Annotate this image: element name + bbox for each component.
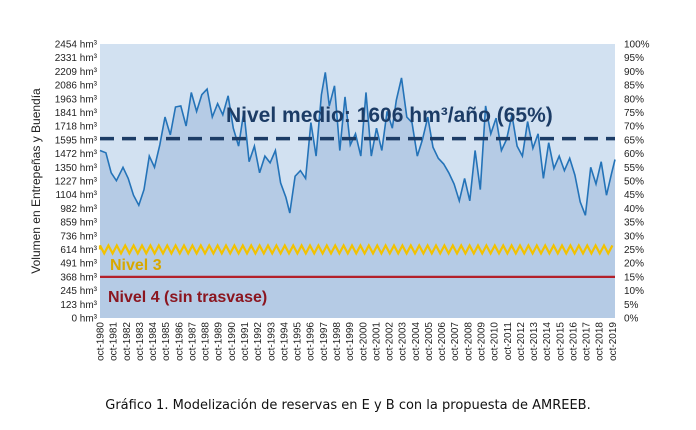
y-tick-left: 1718 hm³ <box>55 122 98 133</box>
x-tick-label: oct-2013 <box>529 322 540 361</box>
x-tick-label: oct-1988 <box>201 322 212 361</box>
y-tick-left: 1227 hm³ <box>55 177 98 188</box>
y-tick-left: 0 hm³ <box>71 314 97 325</box>
y-tick-left: 1595 hm³ <box>55 135 98 146</box>
x-tick-label: oct-2011 <box>503 322 514 361</box>
x-tick-label: oct-1995 <box>293 322 304 361</box>
y-tick-right: 100% <box>624 40 650 51</box>
x-tick-label: oct-2001 <box>371 322 382 361</box>
y-tick-left: 736 hm³ <box>60 231 97 242</box>
x-tick-label: oct-1983 <box>135 322 146 361</box>
y-tick-right: 85% <box>624 81 644 92</box>
x-tick-label: oct-1981 <box>109 322 120 361</box>
area-layer <box>100 72 615 319</box>
figure-caption: Gráfico 1. Modelización de reservas en E… <box>105 398 591 413</box>
x-tick-label: oct-2015 <box>555 322 566 361</box>
y-tick-right: 20% <box>624 259 644 270</box>
y-tick-left: 1841 hm³ <box>55 108 98 119</box>
y-tick-right: 90% <box>624 67 644 78</box>
x-tick-label: oct-1992 <box>253 322 264 361</box>
y-tick-left: 859 hm³ <box>60 218 97 229</box>
y-tick-left: 2209 hm³ <box>55 67 98 78</box>
y-tick-right: 50% <box>624 177 644 188</box>
y-tick-right: 0% <box>624 314 639 325</box>
x-tick-label: oct-2004 <box>411 322 422 361</box>
y-tick-left: 1963 hm³ <box>55 94 98 105</box>
x-tick-label: oct-1987 <box>188 322 199 361</box>
x-tick-label: oct-2002 <box>385 322 396 361</box>
y-tick-left: 2454 hm³ <box>55 40 98 51</box>
x-tick-label: oct-1998 <box>332 322 343 361</box>
x-axis: oct-1980 oct-1981 oct-1982 oct-1983 oct-1984… <box>96 322 619 361</box>
x-tick-label: oct-1990 <box>227 322 238 361</box>
x-tick-label: oct-1986 <box>174 322 185 361</box>
x-tick-label: oct-1993 <box>266 322 277 361</box>
y-tick-left: 2331 hm³ <box>55 53 98 64</box>
x-tick-label: oct-2016 <box>569 322 580 361</box>
y-axis-left: 0 hm³ 123 hm³ 245 hm³ 368 hm³ 491 hm³ 614 hm³… <box>55 40 98 325</box>
x-tick-label: oct-1984 <box>148 322 159 361</box>
y-tick-left: 245 hm³ <box>60 286 97 297</box>
chart: 0 hm³ 123 hm³ 245 hm³ 368 hm³ 491 hm³ 614 hm³… <box>29 40 650 361</box>
y-tick-right: 5% <box>624 300 639 311</box>
series-line <box>99 72 616 216</box>
x-tick-label: oct-2006 <box>437 322 448 361</box>
x-tick-label: oct-1985 <box>161 322 172 361</box>
y-tick-right: 35% <box>624 218 644 229</box>
x-tick-label: oct-1980 <box>96 322 107 361</box>
nivel-3-label: Nivel 3 <box>110 257 162 274</box>
y-tick-right: 10% <box>624 286 644 297</box>
x-tick-label: oct-2019 <box>608 322 619 361</box>
x-tick-label: oct-2005 <box>424 322 435 361</box>
series-area <box>100 72 615 319</box>
y-tick-right: 55% <box>624 163 644 174</box>
y-tick-left: 2086 hm³ <box>55 81 98 92</box>
x-tick-label: oct-2008 <box>463 322 474 361</box>
x-tick-label: oct-2003 <box>398 322 409 361</box>
y-axis-label: Volumen en Entrepeñas y Buendía <box>29 88 43 274</box>
x-tick-label: oct-1989 <box>214 322 225 361</box>
y-tick-right: 30% <box>624 231 644 242</box>
x-tick-label: oct-2017 <box>582 322 593 361</box>
x-tick-label: oct-2012 <box>516 322 527 361</box>
y-tick-left: 491 hm³ <box>60 259 97 270</box>
y-tick-right: 15% <box>624 272 644 283</box>
level-layer <box>98 136 615 279</box>
y-tick-right: 60% <box>624 149 644 160</box>
y-tick-right: 75% <box>624 108 644 119</box>
y-tick-right: 70% <box>624 122 644 133</box>
y-tick-left: 1104 hm³ <box>55 190 97 201</box>
x-tick-label: oct-1997 <box>319 322 330 361</box>
nivel-3-line <box>98 243 614 256</box>
x-tick-label: oct-1982 <box>122 322 133 361</box>
nivel-4-label: Nivel 4 (sin trasvase) <box>108 289 267 306</box>
x-tick-label: oct-2007 <box>450 322 461 361</box>
y-tick-right: 95% <box>624 53 644 64</box>
y-tick-right: 80% <box>624 94 644 105</box>
x-tick-label: oct-2010 <box>490 322 501 361</box>
x-tick-label: oct-1996 <box>306 322 317 361</box>
x-tick-label: oct-2000 <box>358 322 369 361</box>
y-tick-left: 123 hm³ <box>60 300 97 311</box>
x-tick-label: oct-2014 <box>542 322 553 361</box>
y-tick-left: 614 hm³ <box>60 245 97 256</box>
line-layer <box>99 72 616 216</box>
y-tick-left: 982 hm³ <box>60 204 97 215</box>
y-axis-right: 0% 5% 10% 15% 20% 25% 30% 35% 40% 45% 50% 55% 60% 65%… <box>624 40 650 325</box>
x-tick-label: oct-2018 <box>595 322 606 361</box>
y-tick-right: 45% <box>624 190 644 201</box>
y-tick-right: 25% <box>624 245 644 256</box>
x-tick-label: oct-1999 <box>345 322 356 361</box>
y-tick-left: 1350 hm³ <box>55 163 98 174</box>
y-tick-right: 65% <box>624 135 644 146</box>
x-tick-label: oct-2009 <box>477 322 488 361</box>
nivel-medio-label: Nivel medio: 1606 hm³/año (65%) <box>226 104 553 127</box>
y-tick-left: 1472 hm³ <box>55 149 98 160</box>
y-tick-right: 40% <box>624 204 644 215</box>
x-tick-label: oct-1991 <box>240 322 251 361</box>
x-tick-label: oct-1994 <box>279 322 290 361</box>
y-tick-left: 368 hm³ <box>60 272 97 283</box>
